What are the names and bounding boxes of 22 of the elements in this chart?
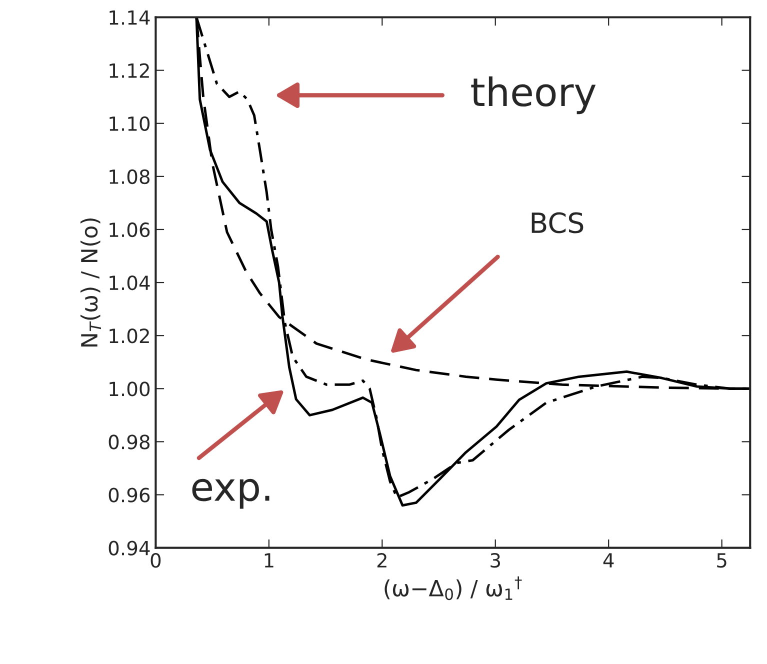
x-tick-label: 2 <box>377 553 386 568</box>
y-tick-label: 1.10 <box>110 116 150 132</box>
annotation: theory <box>471 76 596 114</box>
x-axis-title: (ω−Δ$_{0}$) / ω$_{1}$$^{†}$ <box>384 576 522 600</box>
y-tick-label: 1.14 <box>110 10 150 25</box>
y-tick-label: 0.98 <box>108 434 150 450</box>
y-tick-label: 1.08 <box>110 169 150 184</box>
y-tick-label: 1.00 <box>110 382 150 396</box>
y-tick-label: 1.12 <box>110 63 149 78</box>
x-tick-label: 1 <box>264 553 274 568</box>
y-tick-label: 0.96 <box>108 488 150 502</box>
y-tick-label: 0.94 <box>108 540 150 556</box>
y-tick-label: 1.04 <box>110 275 150 290</box>
x-tick-label: 0 <box>150 553 161 568</box>
x-tick-label: 4 <box>603 553 614 568</box>
y-tick-label: 1.02 <box>110 328 149 344</box>
annotation: exp. <box>192 478 270 509</box>
y-axis-title: N$_{T}$(ω) / N(o) <box>80 218 101 346</box>
x-tick-label: 5 <box>717 553 726 568</box>
y-tick-label: 1.06 <box>110 222 150 238</box>
annotation: BCS <box>532 212 584 234</box>
x-tick-label: 3 <box>490 553 500 568</box>
